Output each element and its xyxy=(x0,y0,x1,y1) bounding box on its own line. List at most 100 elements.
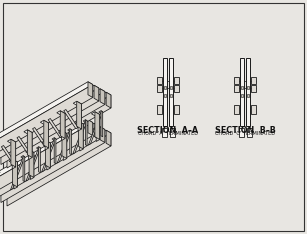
Polygon shape xyxy=(39,147,40,173)
Polygon shape xyxy=(79,121,83,149)
Polygon shape xyxy=(14,162,17,189)
Polygon shape xyxy=(57,111,65,116)
Bar xyxy=(170,94,172,97)
Polygon shape xyxy=(0,126,99,199)
Polygon shape xyxy=(73,121,87,154)
Bar xyxy=(251,85,256,92)
Polygon shape xyxy=(23,156,25,182)
Polygon shape xyxy=(21,156,25,158)
Polygon shape xyxy=(17,136,31,156)
Polygon shape xyxy=(0,123,93,195)
Bar xyxy=(174,105,179,114)
Bar xyxy=(164,94,166,97)
Polygon shape xyxy=(2,92,111,155)
Polygon shape xyxy=(57,130,72,163)
Bar xyxy=(157,77,162,84)
Polygon shape xyxy=(54,138,56,164)
Polygon shape xyxy=(100,127,105,143)
Bar xyxy=(170,86,172,89)
Bar xyxy=(240,58,244,126)
Polygon shape xyxy=(47,143,50,170)
Bar xyxy=(161,128,166,137)
Bar xyxy=(241,86,243,89)
Polygon shape xyxy=(77,101,81,129)
Polygon shape xyxy=(99,111,103,113)
Bar xyxy=(234,85,239,92)
Bar xyxy=(239,128,243,137)
Polygon shape xyxy=(29,150,34,178)
Polygon shape xyxy=(94,85,99,101)
Polygon shape xyxy=(7,95,111,168)
Bar xyxy=(234,105,239,114)
Polygon shape xyxy=(25,150,34,154)
Bar xyxy=(169,128,174,137)
Polygon shape xyxy=(40,120,49,125)
Polygon shape xyxy=(9,159,17,164)
Polygon shape xyxy=(2,130,111,193)
Bar xyxy=(247,94,249,97)
Polygon shape xyxy=(12,142,16,169)
Polygon shape xyxy=(44,120,49,148)
Bar xyxy=(234,77,239,84)
Polygon shape xyxy=(1,129,105,202)
Polygon shape xyxy=(33,128,47,147)
Polygon shape xyxy=(100,89,105,105)
Polygon shape xyxy=(0,88,99,161)
Polygon shape xyxy=(0,127,105,190)
Bar xyxy=(163,58,167,126)
Polygon shape xyxy=(13,159,17,187)
Polygon shape xyxy=(95,112,100,139)
Text: CHORD 'A' TERMINATED: CHORD 'A' TERMINATED xyxy=(138,131,198,136)
Polygon shape xyxy=(62,113,65,140)
Bar xyxy=(157,105,162,114)
Polygon shape xyxy=(101,111,103,137)
Polygon shape xyxy=(59,131,67,135)
Polygon shape xyxy=(60,111,65,139)
Polygon shape xyxy=(91,112,100,117)
Text: SECTION  A–A: SECTION A–A xyxy=(138,126,199,135)
Polygon shape xyxy=(88,82,93,98)
Polygon shape xyxy=(11,139,16,167)
Bar xyxy=(174,85,179,92)
Polygon shape xyxy=(48,118,62,138)
Bar xyxy=(169,58,173,126)
Polygon shape xyxy=(80,124,83,151)
Polygon shape xyxy=(0,82,93,145)
Polygon shape xyxy=(0,84,93,157)
Bar xyxy=(247,86,249,89)
Polygon shape xyxy=(0,85,99,148)
Polygon shape xyxy=(75,121,83,126)
Bar xyxy=(157,85,162,92)
Text: CHORD 'C' TERMINATED: CHORD 'C' TERMINATED xyxy=(215,131,275,136)
Polygon shape xyxy=(88,112,103,145)
Polygon shape xyxy=(83,120,87,122)
Polygon shape xyxy=(85,120,87,146)
Polygon shape xyxy=(26,148,40,181)
Polygon shape xyxy=(29,132,32,160)
Polygon shape xyxy=(45,123,49,150)
Polygon shape xyxy=(106,130,111,146)
Polygon shape xyxy=(96,114,100,142)
Bar xyxy=(246,58,250,126)
Polygon shape xyxy=(70,129,72,155)
Polygon shape xyxy=(7,133,111,206)
Bar xyxy=(174,77,179,84)
Polygon shape xyxy=(0,120,93,183)
Polygon shape xyxy=(94,123,99,139)
Bar xyxy=(247,128,251,137)
Text: SECTION  B–B: SECTION B–B xyxy=(215,126,275,135)
Bar xyxy=(164,86,166,89)
Polygon shape xyxy=(62,131,67,158)
Polygon shape xyxy=(45,140,50,168)
Polygon shape xyxy=(37,147,40,149)
Polygon shape xyxy=(68,129,72,131)
Bar xyxy=(241,94,243,97)
Polygon shape xyxy=(42,139,56,172)
Polygon shape xyxy=(63,134,67,161)
Polygon shape xyxy=(106,92,111,108)
Polygon shape xyxy=(7,139,16,144)
Polygon shape xyxy=(27,130,32,157)
Polygon shape xyxy=(73,101,81,106)
Polygon shape xyxy=(10,157,25,190)
Polygon shape xyxy=(64,110,78,129)
